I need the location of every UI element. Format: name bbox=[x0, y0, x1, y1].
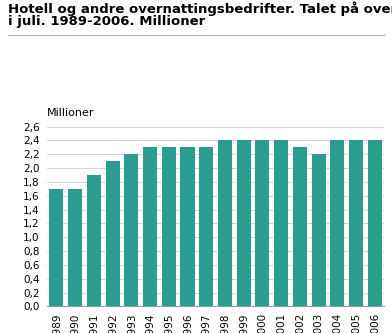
Bar bbox=[180, 147, 194, 306]
Bar bbox=[199, 147, 213, 306]
Bar bbox=[274, 141, 288, 306]
Bar bbox=[87, 175, 101, 306]
Bar bbox=[256, 141, 269, 306]
Bar bbox=[312, 154, 326, 306]
Bar bbox=[162, 147, 176, 306]
Text: i juli. 1989-2006. Millioner: i juli. 1989-2006. Millioner bbox=[8, 15, 205, 28]
Bar bbox=[68, 189, 82, 306]
Bar bbox=[124, 154, 138, 306]
Bar bbox=[293, 147, 307, 306]
Bar bbox=[218, 141, 232, 306]
Bar bbox=[143, 147, 157, 306]
Bar bbox=[330, 141, 344, 306]
Bar bbox=[49, 189, 64, 306]
Bar bbox=[237, 141, 251, 306]
Text: Hotell og andre overnattingsbedrifter. Talet på overnattingar: Hotell og andre overnattingsbedrifter. T… bbox=[8, 2, 392, 16]
Text: Millioner: Millioner bbox=[47, 108, 94, 118]
Bar bbox=[368, 141, 382, 306]
Bar bbox=[105, 161, 120, 306]
Bar bbox=[349, 141, 363, 306]
